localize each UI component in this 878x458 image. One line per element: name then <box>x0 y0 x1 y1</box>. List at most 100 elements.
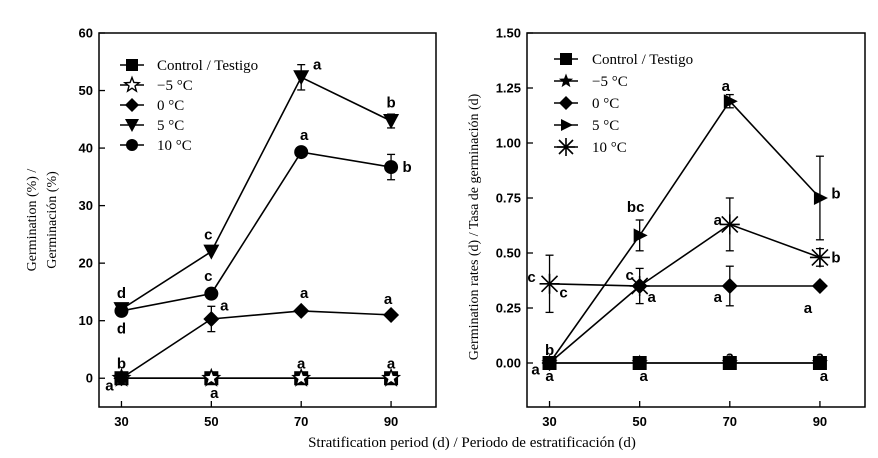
data-point <box>291 367 312 387</box>
data-point <box>543 356 558 370</box>
significance-letter: a <box>300 285 309 302</box>
data-point <box>811 278 828 294</box>
y-tick-label: 20 <box>79 256 93 271</box>
significance-letter: b <box>545 342 554 359</box>
data-point <box>384 160 399 175</box>
series-line <box>549 223 821 287</box>
y-tick-label: 1.50 <box>496 26 521 41</box>
legend: Control / Testigo −5 °C 0 °C 5 °C 10 °C <box>120 58 258 154</box>
legend-marker <box>560 53 572 65</box>
significance-letter: b <box>402 159 411 176</box>
significance-letter: a <box>531 362 540 379</box>
legend-marker <box>126 59 138 71</box>
data-point <box>809 247 830 268</box>
series-5 <box>539 197 830 314</box>
significance-letter: a <box>639 368 648 385</box>
legend-label: 10 °C <box>157 138 192 154</box>
plot-frame <box>526 32 866 408</box>
data-point <box>813 191 828 205</box>
legend-label: 0 °C <box>157 98 184 114</box>
significance-letter: a <box>384 291 393 308</box>
significance-letter: a <box>300 127 309 144</box>
legend-marker <box>125 119 139 132</box>
series-3 <box>113 302 400 387</box>
y-tick-label: 0 <box>86 371 93 386</box>
series-line <box>548 99 821 364</box>
data-point <box>203 310 220 327</box>
significance-letter: a <box>820 368 829 385</box>
legend-label: −5 °C <box>592 74 628 90</box>
significance-letter: b <box>831 186 840 203</box>
data-point <box>539 273 560 294</box>
x-tick-label: 90 <box>384 414 398 429</box>
data-point <box>113 370 130 387</box>
series-2 <box>111 367 402 387</box>
significance-letter: a <box>313 57 322 74</box>
legend-marker <box>557 138 575 156</box>
y-tick-label: 50 <box>79 83 93 98</box>
data-point <box>204 286 219 301</box>
plot-frame <box>98 32 437 408</box>
y-tick-label: 0.00 <box>496 356 521 371</box>
significance-letter: a <box>647 289 656 306</box>
data-point <box>381 367 402 387</box>
y-axis-label-line1: Germination (%) / <box>25 169 40 272</box>
x-tick-label: 70 <box>294 414 308 429</box>
series-4 <box>543 93 828 370</box>
significance-letter: c <box>204 268 212 285</box>
y-tick-label: 60 <box>79 26 93 41</box>
significance-letter: c <box>204 226 212 243</box>
data-point <box>114 303 129 318</box>
y-tick-label: 30 <box>79 198 93 213</box>
data-point <box>383 114 400 130</box>
series-2 <box>541 354 828 370</box>
data-point <box>723 94 738 109</box>
significance-letter: a <box>722 78 731 95</box>
legend-label: Control / Testigo <box>157 58 258 74</box>
y-tick-label: 10 <box>79 313 93 328</box>
x-tick-label: 50 <box>204 414 218 429</box>
significance-letter: d <box>117 321 126 338</box>
data-point <box>201 367 222 387</box>
legend-label: 0 °C <box>592 96 619 112</box>
significance-letter: a <box>726 348 735 365</box>
legend-label: 5 °C <box>592 118 619 134</box>
significance-letter: a <box>387 355 396 372</box>
significance-letter: b <box>117 355 126 372</box>
legend-label: 5 °C <box>157 118 184 134</box>
series-5 <box>114 145 399 318</box>
legend-marker <box>558 73 574 88</box>
legend-marker <box>125 98 139 112</box>
data-point <box>293 70 310 86</box>
x-tick-label: 90 <box>813 414 827 429</box>
significance-letter: a <box>210 385 219 402</box>
x-tick-label: 30 <box>542 414 556 429</box>
significance-letter: d <box>117 285 126 302</box>
significance-letter: a <box>297 355 306 372</box>
y-tick-label: 1.00 <box>496 136 521 151</box>
x-tick-label: 50 <box>632 414 646 429</box>
data-point <box>203 244 220 260</box>
significance-letter: a <box>105 378 114 395</box>
data-point <box>719 214 740 235</box>
significance-letter: a <box>714 289 723 306</box>
y-tick-label: 1.25 <box>496 81 521 96</box>
series-line <box>548 285 820 364</box>
series-line <box>121 310 392 379</box>
y-tick-label: 0.50 <box>496 246 521 261</box>
y-axis-label: Germination rates (d) / Tasa de germinac… <box>467 93 482 360</box>
legend-marker <box>561 119 573 131</box>
significance-letter: a <box>220 298 229 315</box>
y-tick-label: 0.25 <box>496 301 521 316</box>
significance-letter: a <box>804 300 813 317</box>
x-tick-label: 30 <box>114 414 128 429</box>
significance-letter: c <box>559 285 567 302</box>
data-point <box>629 276 650 296</box>
x-tick-label: 70 <box>723 414 737 429</box>
legend-marker <box>126 139 138 151</box>
significance-letter: c <box>527 269 535 286</box>
germination-rate-chart: 0.00 0.25 0.50 0.75 1.00 1.25 1.50 30 50 70 90 Germ… <box>467 26 866 429</box>
significance-letter: a <box>545 368 554 385</box>
